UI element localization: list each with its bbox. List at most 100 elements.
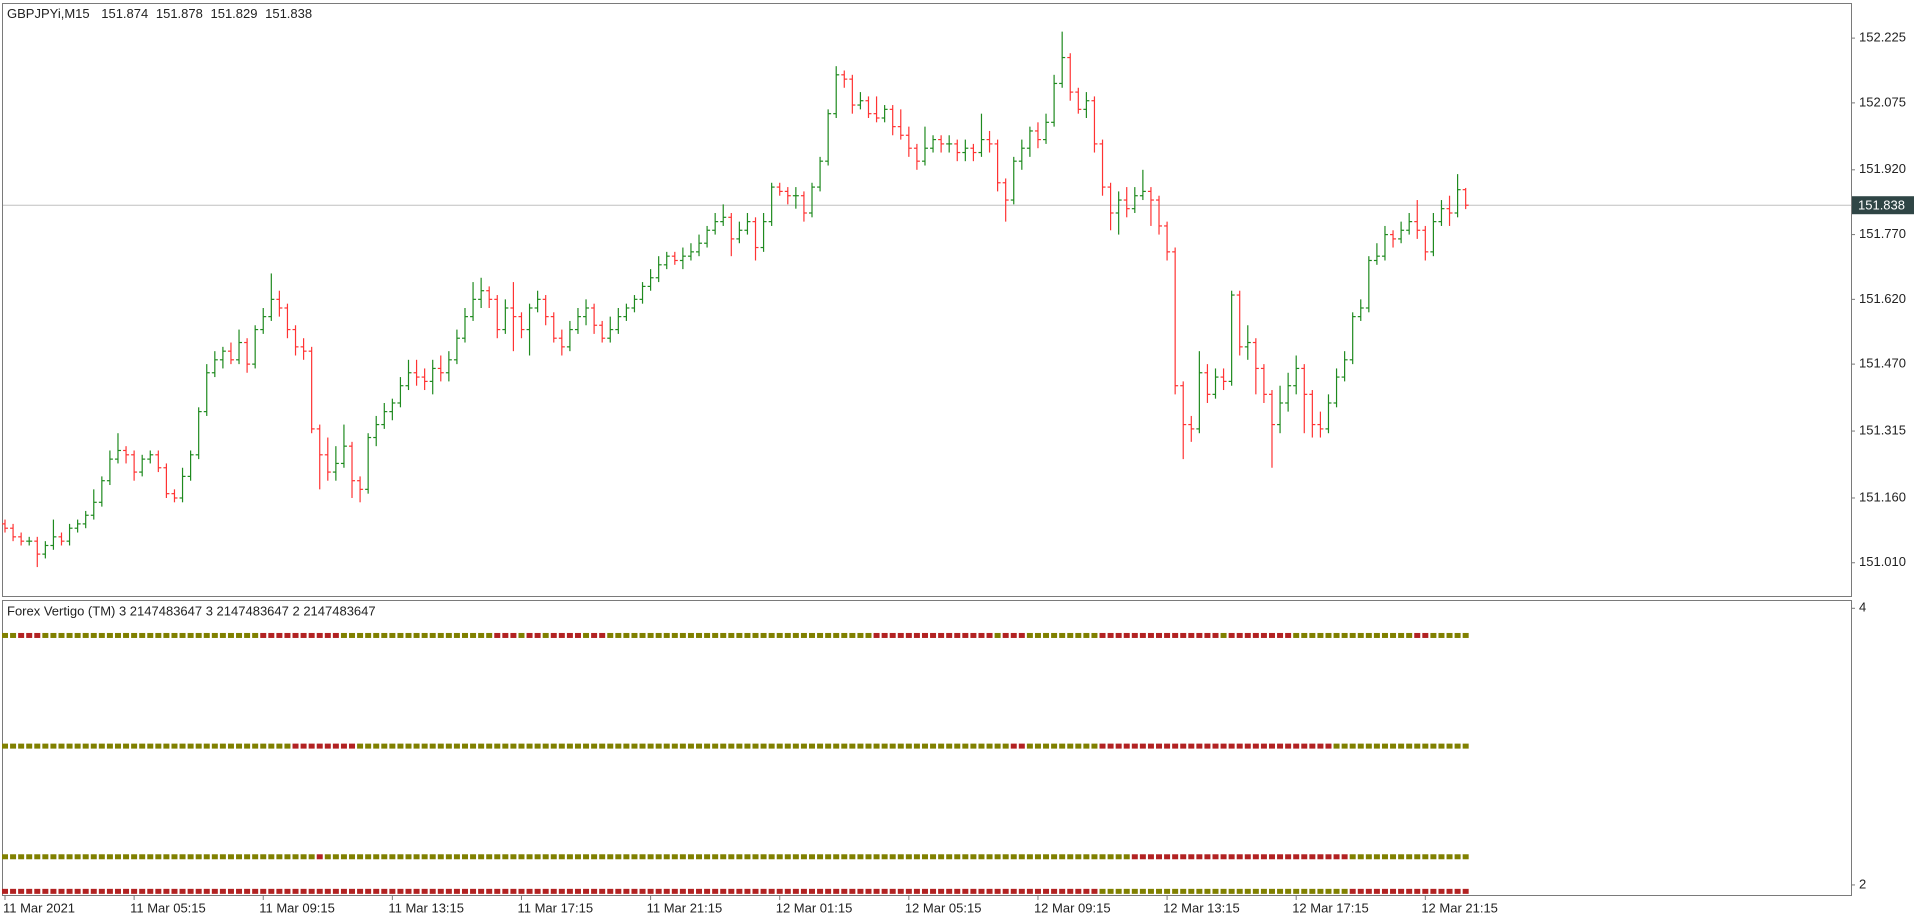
signal-dot — [308, 854, 315, 860]
signal-dot — [1018, 888, 1025, 894]
signal-dot — [1293, 632, 1300, 638]
signal-dot — [510, 888, 517, 894]
signal-dot — [2, 743, 8, 749]
signal-dot — [873, 743, 880, 749]
signal-dot — [583, 854, 590, 860]
signal-dot — [865, 888, 872, 894]
signal-dot — [1002, 854, 1009, 860]
signal-dot — [784, 632, 791, 638]
signal-dot — [66, 888, 73, 894]
signal-dot — [284, 888, 291, 894]
signal-dot — [429, 743, 436, 749]
signal-dot — [1131, 888, 1138, 894]
x-tick-label: 12 Mar 09:15 — [1034, 900, 1111, 915]
signal-dot — [599, 888, 606, 894]
signal-dot — [155, 632, 162, 638]
signal-dot — [18, 632, 25, 638]
signal-dot — [502, 743, 509, 749]
signal-dot — [1010, 854, 1017, 860]
signal-dot — [340, 854, 347, 860]
x-tick-label: 12 Mar 05:15 — [905, 900, 982, 915]
signal-dot — [1422, 854, 1429, 860]
signal-dot — [1454, 632, 1461, 638]
signal-dot — [583, 888, 590, 894]
signal-dot — [1083, 888, 1090, 894]
signal-dot — [236, 854, 243, 860]
signal-dot — [147, 743, 154, 749]
signal-dot — [599, 743, 606, 749]
signal-dot — [1026, 854, 1033, 860]
signal-dot — [461, 632, 468, 638]
signal-dot — [736, 632, 743, 638]
y-tick-label: 151.770 — [1859, 226, 1906, 241]
signal-dot — [381, 888, 388, 894]
signal-dot — [809, 632, 815, 638]
signal-dot — [607, 888, 614, 894]
signal-dot — [1228, 743, 1235, 749]
signal-dot — [518, 632, 525, 638]
signal-dot — [768, 743, 775, 749]
signal-dot — [905, 743, 912, 749]
signal-dot — [252, 743, 259, 749]
signal-dot — [817, 632, 824, 638]
signal-dot — [744, 888, 751, 894]
signal-dot — [792, 854, 799, 860]
signal-dot — [841, 632, 848, 638]
signal-dot — [1373, 743, 1380, 749]
signal-dot — [1285, 743, 1292, 749]
signal-dot — [897, 632, 904, 638]
signal-dot — [962, 854, 969, 860]
signal-dot — [1398, 743, 1405, 749]
x-tick-label: 12 Mar 17:15 — [1292, 900, 1369, 915]
signal-dot — [800, 632, 807, 638]
signal-dot — [340, 743, 347, 749]
signal-dot — [1115, 743, 1122, 749]
signal-dot — [389, 743, 396, 749]
signal-dot — [687, 888, 694, 894]
signal-dot — [227, 854, 234, 860]
signal-dot — [1196, 854, 1203, 860]
signal-dot — [268, 632, 275, 638]
signal-dot — [316, 743, 323, 749]
signal-dot — [453, 632, 460, 638]
signal-dot — [1244, 743, 1251, 749]
signal-dot — [470, 888, 477, 894]
signal-dot — [502, 854, 509, 860]
signal-dot — [857, 888, 864, 894]
signal-dot — [558, 854, 565, 860]
signal-dot — [1180, 854, 1187, 860]
signal-dot — [825, 854, 832, 860]
signal-dot — [631, 854, 638, 860]
signal-dot — [889, 743, 896, 749]
signal-dot — [720, 632, 727, 638]
signal-dot — [615, 632, 622, 638]
signal-dot — [1244, 854, 1251, 860]
signal-dot — [970, 632, 977, 638]
signal-dot — [1026, 888, 1033, 894]
signal-dot — [1107, 632, 1114, 638]
signal-dot — [1414, 888, 1421, 894]
signal-dot — [316, 632, 323, 638]
signal-dot — [66, 632, 73, 638]
signal-dot — [34, 888, 41, 894]
signal-dot — [179, 632, 186, 638]
signal-dot — [114, 888, 121, 894]
signal-dot — [1260, 743, 1267, 749]
signal-dot — [42, 632, 49, 638]
signal-dot — [131, 888, 138, 894]
signal-dot — [1414, 743, 1421, 749]
signal-dot — [1131, 854, 1138, 860]
signal-dot — [881, 632, 888, 638]
signal-dot — [1390, 888, 1397, 894]
signal-dot — [244, 743, 251, 749]
signal-dot — [970, 888, 977, 894]
signal-dot — [1381, 743, 1388, 749]
signal-dot — [1139, 743, 1146, 749]
signal-dot — [453, 888, 460, 894]
signal-dot — [1373, 632, 1380, 638]
signal-dot — [284, 632, 291, 638]
signal-dot — [187, 632, 194, 638]
signal-dot — [139, 854, 146, 860]
signal-dot — [1349, 632, 1356, 638]
signal-dot — [131, 743, 138, 749]
